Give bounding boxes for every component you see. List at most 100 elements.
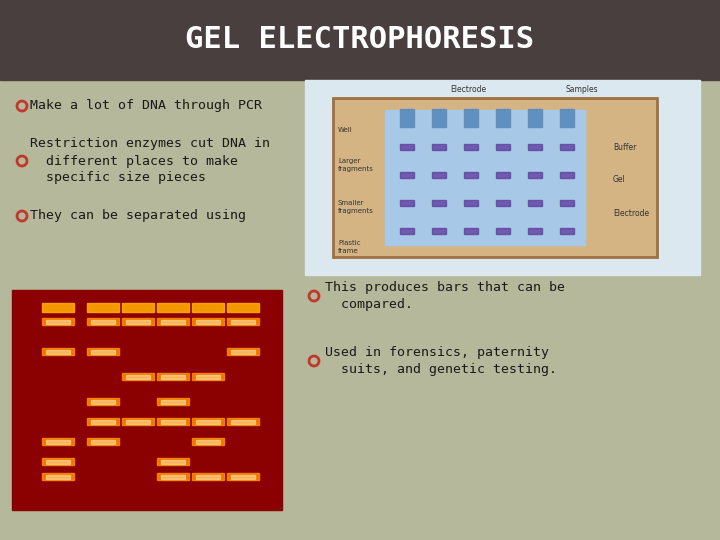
Bar [122, 373, 154, 380]
Bar [161, 460, 185, 464]
Text: Electrode: Electrode [450, 85, 486, 94]
Bar [87, 438, 119, 445]
Bar [196, 375, 220, 379]
Bar [400, 144, 414, 150]
Bar [126, 375, 150, 379]
Bar [528, 144, 542, 150]
Bar [560, 109, 574, 127]
Bar [528, 228, 542, 234]
Bar [560, 144, 574, 150]
Bar [464, 109, 478, 127]
Bar [227, 348, 259, 355]
Bar [560, 228, 574, 234]
Bar [161, 475, 185, 479]
Text: GEL ELECTROPHORESIS: GEL ELECTROPHORESIS [186, 25, 534, 55]
Bar [122, 418, 154, 425]
Text: Buffer: Buffer [613, 143, 636, 152]
Bar [161, 400, 185, 404]
Bar [432, 144, 446, 150]
Bar [528, 200, 542, 206]
Text: Restriction enzymes cut DNA in
  different places to make
  specific size pieces: Restriction enzymes cut DNA in different… [30, 138, 270, 185]
Text: Smaller
fragments: Smaller fragments [338, 200, 374, 214]
Bar [496, 228, 510, 234]
Text: Well: Well [338, 127, 353, 133]
Bar [464, 200, 478, 206]
Text: Used in forensics, paternity
  suits, and genetic testing.: Used in forensics, paternity suits, and … [325, 346, 557, 376]
Bar [528, 109, 542, 127]
Bar [400, 109, 414, 127]
Bar [464, 144, 478, 150]
Bar [91, 350, 115, 354]
Bar [432, 200, 446, 206]
Text: Gel: Gel [613, 176, 626, 185]
Bar [192, 318, 224, 325]
Bar [42, 348, 74, 355]
Bar [8, 82, 712, 532]
Bar [161, 420, 185, 424]
Bar [157, 373, 189, 380]
Bar [157, 418, 189, 425]
Text: This produces bars that can be
  compared.: This produces bars that can be compared. [325, 281, 565, 311]
Bar [126, 320, 150, 324]
Bar [192, 438, 224, 445]
Bar [496, 172, 510, 178]
Bar [157, 473, 189, 480]
Bar [227, 473, 259, 480]
Bar [46, 440, 70, 444]
Bar [161, 375, 185, 379]
Text: Plastic
frame: Plastic frame [338, 240, 361, 254]
Bar [385, 110, 585, 245]
Bar [496, 200, 510, 206]
Bar [87, 348, 119, 355]
Bar [42, 318, 74, 325]
Bar [496, 109, 510, 127]
Bar [227, 318, 259, 325]
Bar [196, 420, 220, 424]
Bar [46, 320, 70, 324]
Bar [42, 438, 74, 445]
Bar [42, 303, 74, 312]
Bar [192, 373, 224, 380]
Bar [12, 290, 282, 510]
Bar [192, 473, 224, 480]
Bar [231, 420, 255, 424]
Bar [231, 320, 255, 324]
Bar [46, 350, 70, 354]
Bar [192, 303, 224, 312]
Bar [87, 418, 119, 425]
Bar [91, 400, 115, 404]
Bar [157, 303, 189, 312]
Bar [400, 228, 414, 234]
Bar [192, 418, 224, 425]
Bar [196, 320, 220, 324]
Bar [528, 172, 542, 178]
Bar [0, 0, 720, 80]
Text: Larger
fragments: Larger fragments [338, 158, 374, 172]
Text: Electrode: Electrode [613, 208, 649, 218]
Bar [196, 440, 220, 444]
Bar [464, 228, 478, 234]
Bar [227, 418, 259, 425]
Bar [560, 200, 574, 206]
Bar [560, 172, 574, 178]
Bar [305, 80, 700, 275]
Bar [432, 172, 446, 178]
Bar [400, 172, 414, 178]
Text: They can be separated using: They can be separated using [30, 210, 246, 222]
FancyBboxPatch shape [333, 98, 657, 257]
Bar [231, 350, 255, 354]
Bar [42, 458, 74, 465]
Bar [227, 303, 259, 312]
Text: Samples: Samples [565, 85, 598, 94]
Bar [157, 398, 189, 405]
Bar [87, 398, 119, 405]
Bar [46, 460, 70, 464]
Bar [46, 475, 70, 479]
Bar [196, 475, 220, 479]
Bar [157, 458, 189, 465]
Bar [157, 318, 189, 325]
Bar [87, 318, 119, 325]
Bar [400, 200, 414, 206]
Text: Make a lot of DNA through PCR: Make a lot of DNA through PCR [30, 99, 262, 112]
Bar [231, 475, 255, 479]
